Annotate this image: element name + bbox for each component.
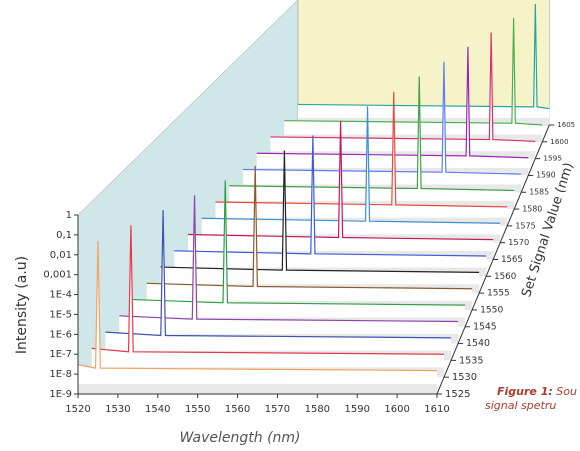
- trace-floor: [78, 384, 437, 394]
- spectrum-line: [160, 150, 480, 273]
- z-tick-label: 1530: [452, 372, 477, 383]
- spectrum-line: [77, 240, 438, 372]
- trace-plane: [119, 195, 459, 344]
- z-tick-label: 1595: [543, 154, 562, 163]
- x-tick-label: 1600: [384, 404, 409, 415]
- spectrum-line: [91, 225, 445, 355]
- caption-text: Sou: [556, 385, 577, 398]
- z-tick-label: 1600: [550, 137, 569, 146]
- y-tick-label: 1E-5: [49, 309, 72, 320]
- z-tick-label: 1585: [529, 187, 549, 196]
- planes: [77, 0, 550, 395]
- trace-plane: [270, 32, 536, 159]
- y-tick-label: 0,01: [50, 250, 72, 261]
- trace-plane: [105, 210, 452, 361]
- x-tick-label: 1540: [145, 404, 170, 415]
- trace-plane: [78, 240, 437, 394]
- y-tick-label: 1: [66, 210, 72, 221]
- z-tick-label: 1540: [466, 338, 490, 349]
- trace-plane: [284, 18, 543, 142]
- trace-plane: [229, 76, 515, 210]
- z-tick-label: 1545: [473, 321, 497, 332]
- caption-line: signal spetru: [485, 399, 556, 412]
- trace-floor: [298, 118, 550, 125]
- y-tick-label: 1E-9: [49, 389, 72, 400]
- x-tick-label: 1570: [265, 404, 290, 415]
- x-tick-label: 1580: [305, 404, 330, 415]
- spectrum-line: [174, 135, 487, 257]
- z-tick-label: 1525: [445, 389, 470, 400]
- spectrum-line: [146, 165, 473, 290]
- spectrum-line: [270, 32, 536, 142]
- trace-plane: [174, 135, 487, 277]
- z-tick-label: 1590: [536, 170, 555, 179]
- y-tick-label: 0,001: [43, 270, 72, 281]
- trace-plane: [160, 150, 480, 294]
- spectrum-line: [256, 46, 529, 159]
- z-tick-label: 1605: [557, 121, 575, 129]
- caption: Figure 1: Sou: [497, 385, 577, 398]
- x-axis-title: Wavelength (nm): [179, 430, 300, 446]
- x-tick-label: 1550: [185, 404, 210, 415]
- z-tick-label: 1535: [459, 355, 483, 366]
- z-tick-label: 1565: [501, 255, 523, 265]
- trace-plane: [215, 91, 508, 226]
- spectrum-line: [215, 91, 508, 208]
- spectrum-line: [105, 210, 452, 339]
- y-tick-label: 0,1: [56, 230, 72, 241]
- y-tick-label: 1E-4: [49, 290, 72, 301]
- z-tick-label: 1555: [487, 289, 510, 299]
- spectrum-line: [119, 195, 459, 323]
- z-tick-label: 1550: [480, 305, 503, 315]
- trace-plane: [298, 3, 550, 125]
- x-tick-label: 1610: [424, 404, 449, 415]
- z-tick-label: 1560: [494, 272, 516, 282]
- spectrum-line: [229, 76, 515, 192]
- y-tick-label: 1E-7: [49, 349, 72, 360]
- caption-label: Figure 1:: [497, 385, 553, 398]
- y-axis-title: Intensity (a.u): [14, 256, 30, 354]
- back-wall: [297, 0, 550, 126]
- x-tick-label: 1590: [344, 404, 369, 415]
- spectrum-line: [242, 61, 522, 175]
- z-tick-label: 1570: [508, 237, 529, 247]
- y-tick-label: 1E-8: [49, 369, 72, 380]
- z-tick-label: 1575: [515, 220, 536, 230]
- spectrum-line: [187, 120, 494, 241]
- x-tick-label: 1520: [65, 404, 90, 415]
- trace-plane: [201, 106, 501, 243]
- trace-plane: [91, 225, 445, 378]
- x-tick-label: 1560: [225, 404, 250, 415]
- spectrum-line: [297, 3, 550, 110]
- spectrum-line: [284, 18, 543, 126]
- y-tick-label: 1E-6: [49, 329, 72, 340]
- trace-plane: [243, 61, 522, 193]
- x-tick-label: 1530: [105, 404, 130, 415]
- z-tick-label: 1580: [522, 205, 542, 214]
- trace-plane: [146, 165, 473, 310]
- trace-plane: [133, 180, 466, 327]
- trace-plane: [188, 120, 494, 260]
